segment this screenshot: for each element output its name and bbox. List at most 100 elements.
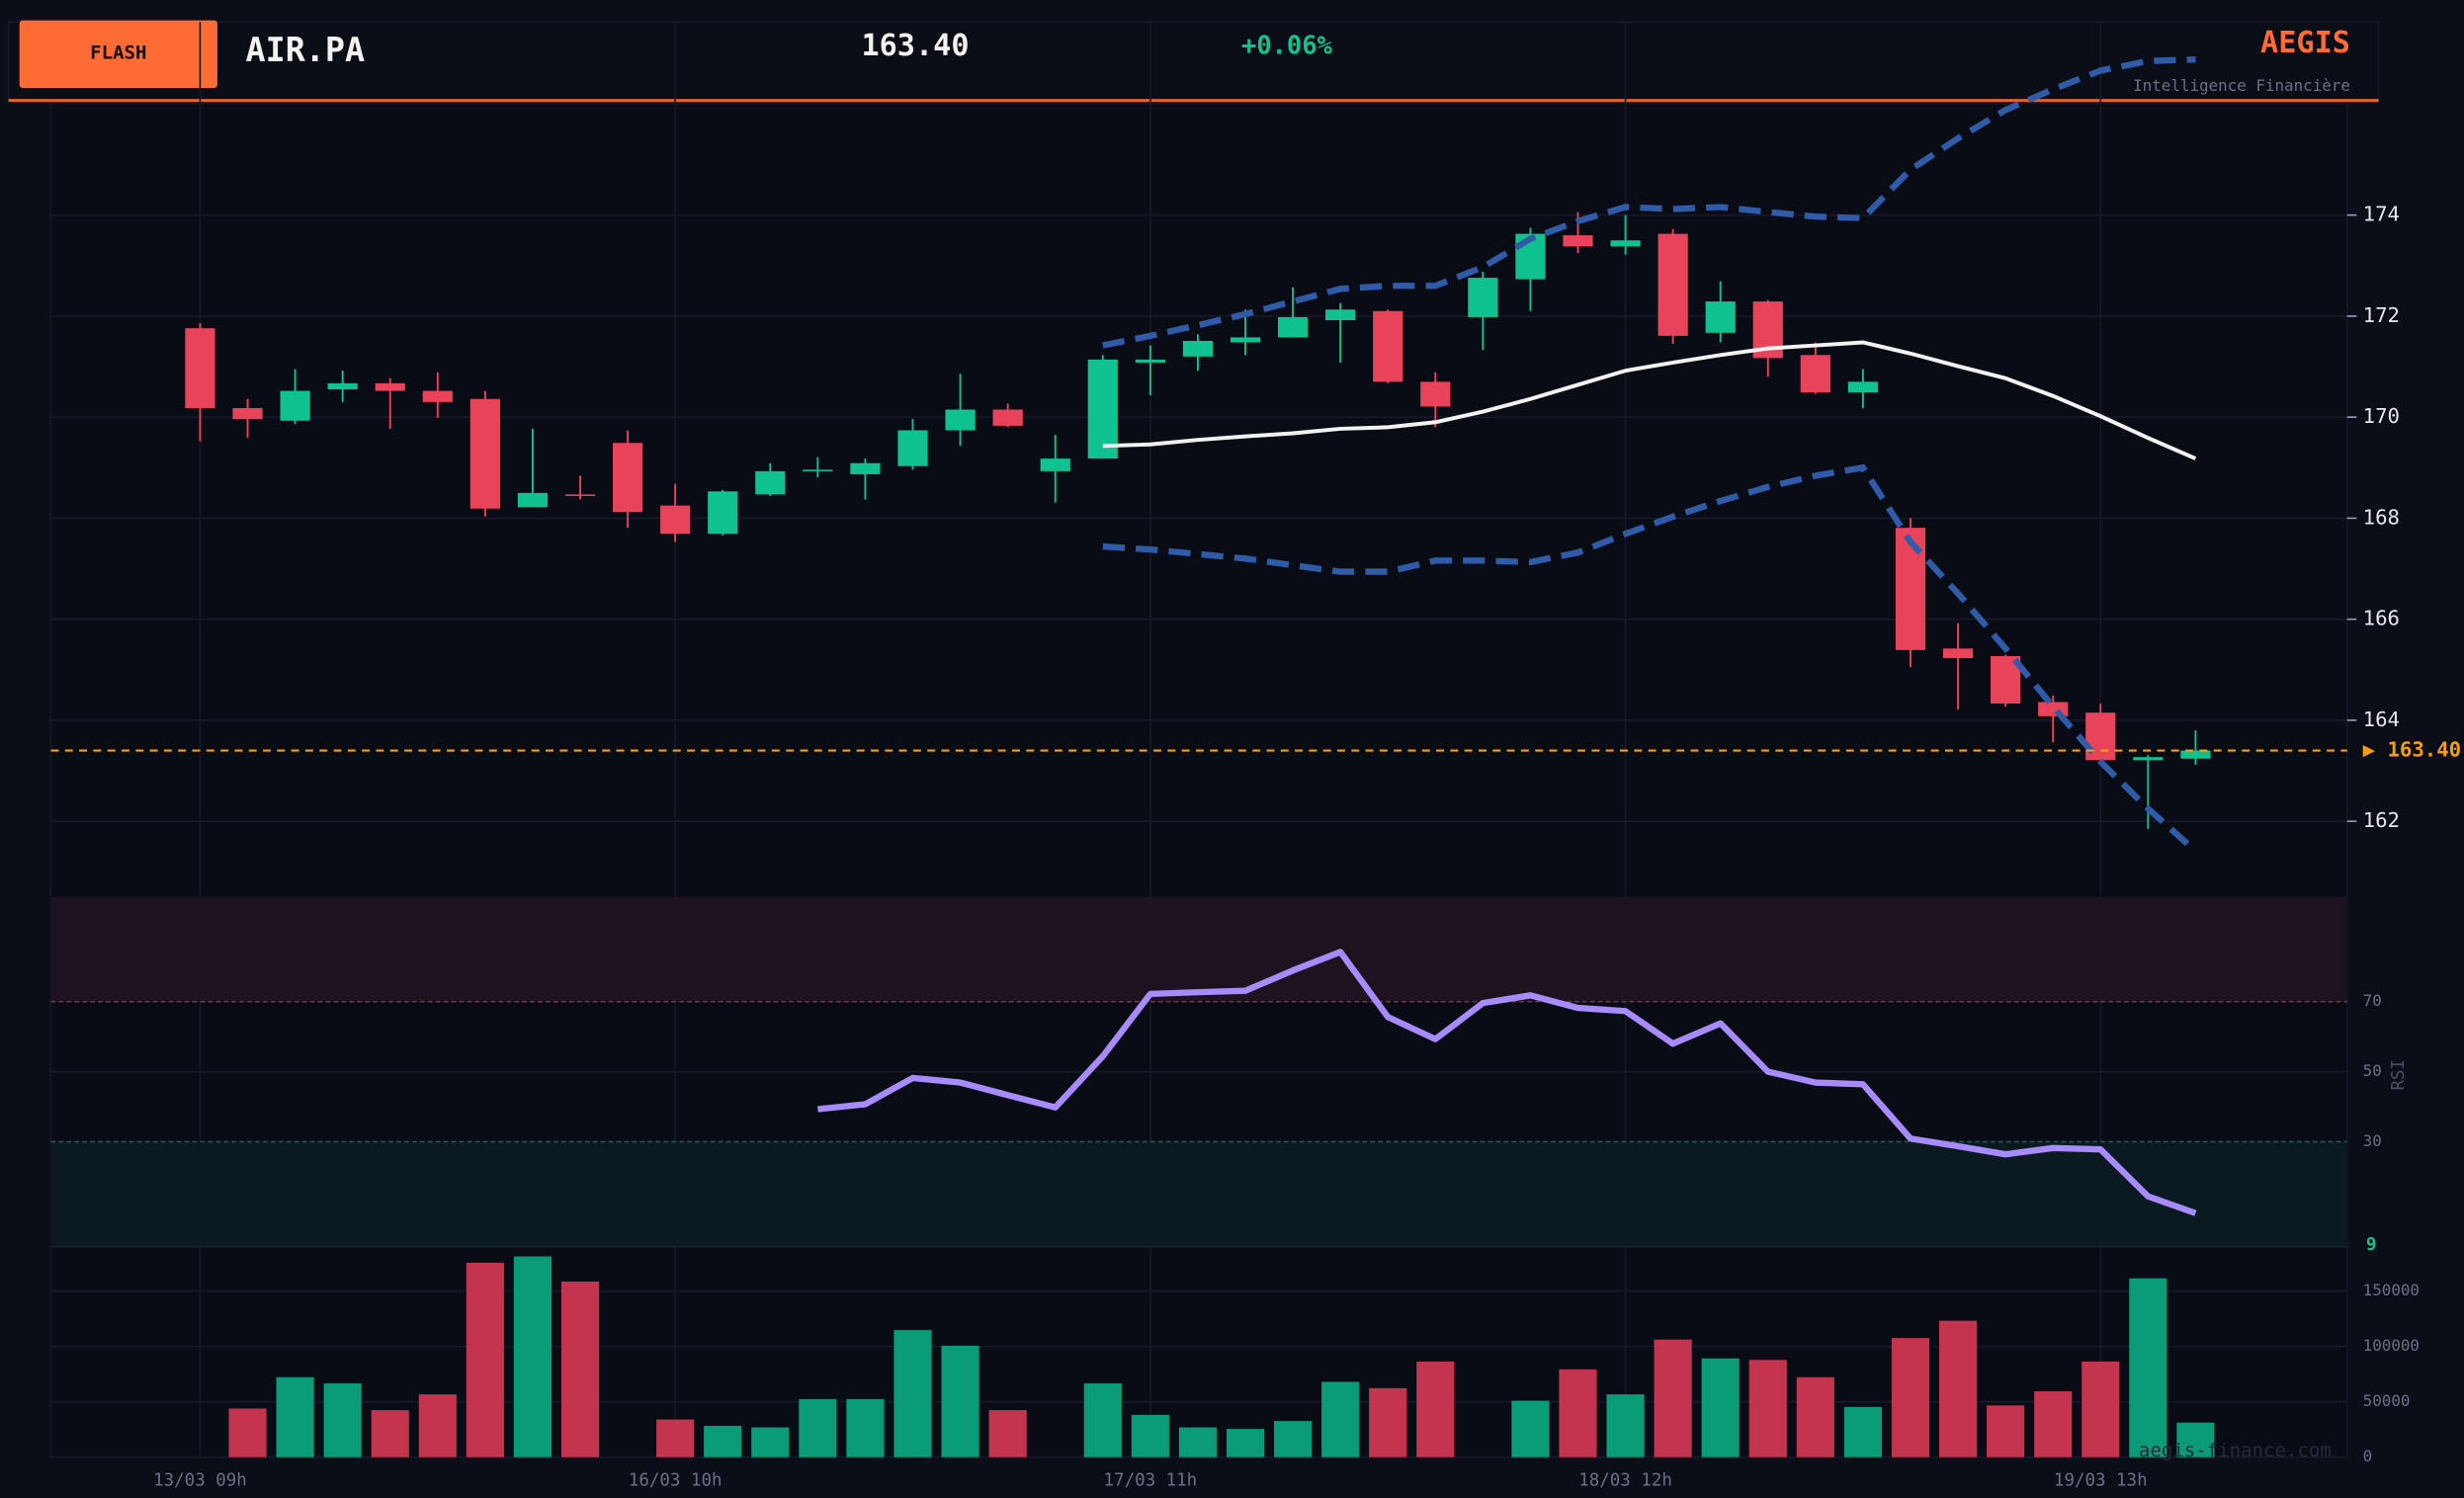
volume-bar [1083, 1383, 1122, 1457]
volume-bar [988, 1410, 1027, 1457]
volume-bar [560, 1281, 600, 1457]
volume-bar [1843, 1406, 1882, 1457]
badge[interactable] [19, 20, 217, 88]
candle-body [755, 470, 786, 495]
candle-body [1657, 233, 1688, 336]
y-tick-label: 50000 [2363, 1391, 2411, 1410]
x-tick-label: 18/03 12h [1578, 1471, 1672, 1491]
volume-bar [1796, 1376, 1834, 1457]
candle-body [564, 494, 596, 496]
volume-bar [846, 1398, 885, 1457]
volume-bar [323, 1383, 362, 1457]
volume-bar [466, 1262, 504, 1457]
volume-bar [1416, 1361, 1455, 1457]
y-tick-label: 174 [2363, 203, 2400, 226]
volume-bar [371, 1410, 409, 1457]
volume-bar [513, 1256, 552, 1457]
volume-bar [2129, 1278, 2167, 1457]
candle-body [327, 382, 358, 390]
candle-body [660, 505, 691, 535]
y-tick-label: 30 [2363, 1131, 2382, 1150]
candle-body [1230, 337, 1261, 343]
candle-body [1800, 355, 1830, 393]
candle-body [1942, 648, 1974, 659]
volume-bar [1511, 1400, 1550, 1457]
x-tick-label: 13/03 09h [153, 1471, 247, 1491]
volume-bar [2176, 1422, 2215, 1457]
y-tick-label: 162 [2363, 808, 2400, 832]
candle-body [280, 390, 310, 421]
candle-body [945, 409, 976, 431]
volume-bar [1321, 1381, 1360, 1457]
symbol: AIR.PA [246, 31, 366, 69]
candle-body [1373, 310, 1403, 382]
candle-body [422, 390, 453, 402]
volume-bar [1559, 1369, 1597, 1457]
candle-body [2180, 750, 2211, 759]
candle-body [850, 462, 881, 474]
candle-body [1468, 278, 1498, 317]
y-tick-label: 168 [2363, 505, 2400, 529]
candle-body [992, 409, 1023, 426]
tagline: Intelligence Financière [2133, 76, 2350, 95]
candle-body [185, 328, 215, 408]
candle-body [2133, 757, 2164, 761]
volume-bar [276, 1376, 314, 1457]
candle-body [1420, 381, 1451, 407]
volume-bar [751, 1427, 790, 1457]
axis-label: RSI [2389, 1059, 2409, 1091]
x-tick-label: 17/03 11h [1104, 1471, 1198, 1491]
volume-bar [1654, 1339, 1692, 1457]
volume-bar [941, 1345, 979, 1457]
candle-body [1087, 359, 1118, 459]
candle-body [1610, 240, 1641, 247]
volume-bar [1938, 1320, 1978, 1457]
y-tick-label: 70 [2363, 991, 2382, 1010]
y-tick-label: 172 [2363, 303, 2400, 327]
candle-body [708, 491, 738, 535]
x-tick-label: 19/03 13h [2054, 1471, 2148, 1491]
candle-body [375, 382, 405, 391]
volume-bar [704, 1425, 742, 1457]
volume-bar [893, 1330, 932, 1457]
volume-bar [1226, 1429, 1265, 1457]
x-tick-label: 16/03 10h [629, 1471, 722, 1491]
volume-bar [1606, 1394, 1645, 1457]
bollinger-upper [1102, 56, 2196, 349]
price: 163.40 [861, 29, 969, 63]
badge-text[interactable]: FLASH [90, 42, 146, 64]
volume-bar [2034, 1390, 2073, 1457]
volume-bar [1131, 1414, 1169, 1457]
last-price-label: ▶ 163.40 [2363, 738, 2461, 762]
candle-body [1277, 316, 1309, 338]
candle-body [1325, 309, 1356, 321]
volume-bar [1987, 1405, 2025, 1457]
rsi-line [817, 949, 2197, 1216]
candle-body [1705, 301, 1736, 333]
candle-body [232, 407, 263, 420]
rsi-last-label: 9 [2366, 1235, 2377, 1255]
candle-body [803, 469, 833, 471]
volume-bar [418, 1394, 457, 1457]
candle-body [1563, 235, 1593, 247]
candle-body [897, 430, 928, 466]
volume-bar [1891, 1338, 1930, 1457]
volume-bar [1701, 1358, 1740, 1457]
y-tick-label: 170 [2363, 404, 2400, 428]
candle-body [517, 492, 549, 508]
volume-bar [1274, 1421, 1313, 1457]
brand: AEGIS [2260, 26, 2350, 60]
candle-body [1182, 340, 1214, 357]
y-tick-label: 150000 [2363, 1281, 2420, 1299]
candle-body [612, 443, 643, 513]
overbought-zone [50, 896, 2347, 1002]
y-tick-label: 164 [2363, 707, 2400, 731]
y-tick-label: 50 [2363, 1061, 2382, 1080]
y-tick-label: 0 [2363, 1447, 2373, 1465]
candle-body [1847, 381, 1879, 393]
bollinger-middle [1102, 340, 2197, 460]
candle-body [1135, 359, 1165, 363]
watermark: aegis-finance.com [2139, 1440, 2332, 1461]
